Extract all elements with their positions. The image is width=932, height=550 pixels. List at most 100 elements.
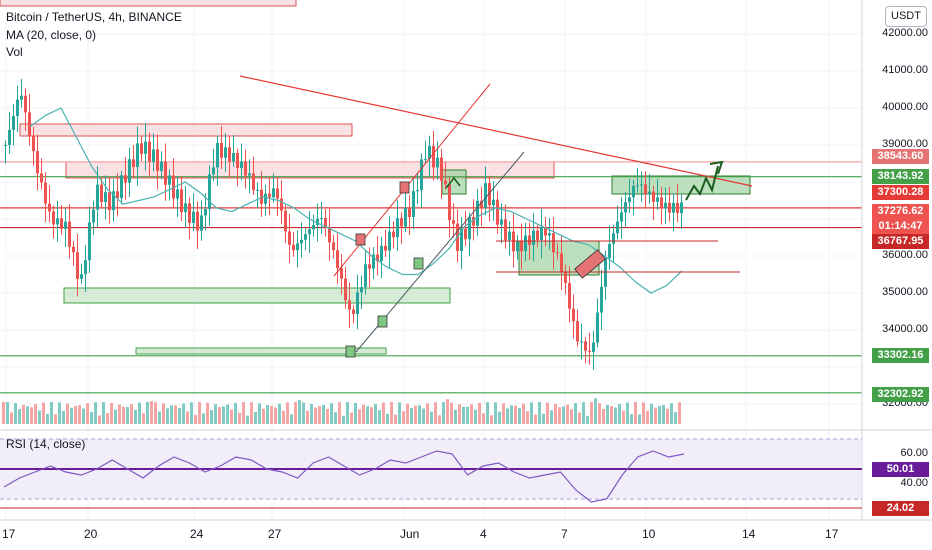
volume-bar [354,402,357,424]
candle-body [56,218,59,225]
time-label: 7 [561,527,568,541]
price-tag: 36767.95 [872,234,929,249]
candle-body [208,174,211,210]
candle-body [32,135,35,152]
rsi-tag: 24.02 [872,500,929,516]
candle-body [148,141,151,162]
volume-bar [398,402,401,424]
candle-body [180,189,183,213]
volume-bar [614,407,617,424]
volume-bar [198,402,201,424]
volume-bar [98,415,101,424]
volume-bar [138,402,141,424]
volume-bar [130,404,133,424]
up-arrow-marker [445,176,461,189]
candle-body [652,191,655,202]
volume-bar [306,410,309,424]
volume-bar [642,402,645,424]
candle-body [20,95,23,100]
volume-bar [458,404,461,424]
candle-body [640,184,643,186]
volume-bar [534,414,537,424]
projection-arrow-head [709,160,724,175]
candle-body [468,217,471,240]
volume-bar [206,402,209,424]
candle-body [80,274,83,279]
candle-body [668,202,671,213]
candle-body [268,193,271,198]
volume-bar [254,412,257,424]
candle-body [608,243,611,259]
volume-bar [94,402,97,424]
volume-bar [230,409,233,424]
candle-body [332,242,335,251]
volume-bar [522,403,525,424]
candle-body [676,202,679,214]
volume-bar [226,404,229,424]
volume-bar [142,413,145,424]
rsi-legend[interactable]: RSI (14, close) [6,437,86,451]
volume-bar [630,414,633,424]
candle-body [580,341,583,343]
time-label: Jun [400,527,420,541]
volume-bar [326,408,329,424]
volume-bar [430,411,433,424]
volume-bar [350,412,353,424]
volume-bar [670,403,673,424]
volume-bar [242,402,245,424]
candle-body [164,161,167,185]
candle-body [556,252,559,254]
volume-bar [90,411,93,424]
volume-bar [482,413,485,424]
volume-bar [286,402,289,424]
pattern-marker [345,345,356,358]
candle-body [680,202,683,214]
resistance-zone-mid [65,161,555,179]
candle-body [448,184,451,221]
resistance-zone-top [0,0,297,7]
currency-button[interactable]: USDT [885,6,927,27]
volume-bar [146,402,149,424]
volume-bar [530,402,533,424]
volume-bar [38,410,41,424]
volume-bar [174,405,177,424]
volume-bar [238,412,241,424]
candle-body [672,202,675,213]
volume-bar [638,414,641,424]
volume-bar [374,404,377,424]
volume-bar [570,409,573,424]
volume-bar [414,405,417,424]
breakdown-marker [574,249,606,279]
candle-body [4,145,7,146]
time-label: 14 [742,527,756,541]
volume-bar [582,402,585,424]
volume-bar [502,403,505,424]
volume-bar [194,414,197,424]
candle-body [312,224,315,230]
volume-bar [546,402,549,424]
candle-body [452,220,455,224]
vol-legend[interactable]: Vol [6,45,23,59]
ma-legend[interactable]: MA (20, close, 0) [6,28,97,42]
candle-body [424,158,427,160]
volume-bar [514,405,517,424]
candle-body [328,227,331,243]
volume-bar [590,402,593,424]
volume-bar [446,399,449,424]
candle-body [504,219,507,240]
projection-arrow [685,165,719,201]
price-tick-label: 35000.00 [882,286,928,298]
candle-body [560,253,563,272]
volume-bar [314,407,317,424]
volume-bar [538,402,541,424]
candle-body [92,209,95,223]
symbol-legend[interactable]: Bitcoin / TetherUS, 4h, BINANCE [6,10,182,24]
candle-body [200,215,203,231]
candle-body [484,183,487,208]
candle-body [76,252,79,279]
volume-bar [418,405,421,424]
support-zone-low [135,347,387,355]
price-tag: 38143.92 [872,169,929,184]
volume-bar [626,402,629,424]
